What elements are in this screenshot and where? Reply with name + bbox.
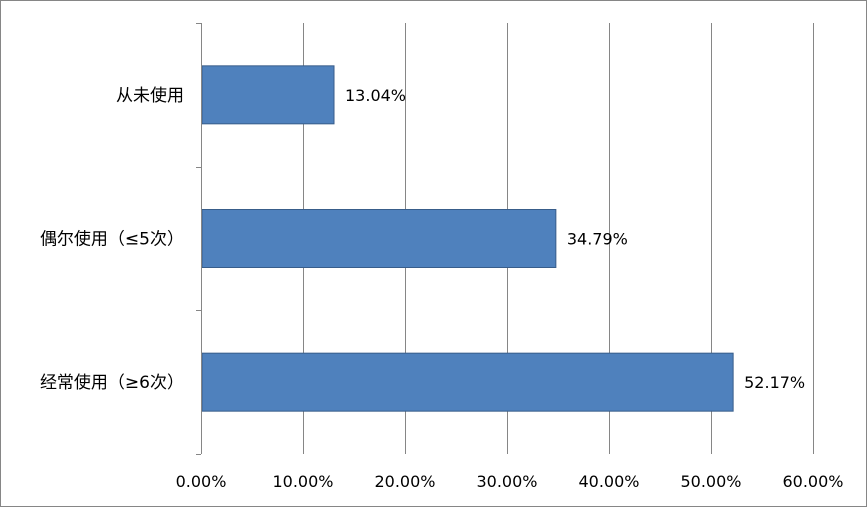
bar-3 — [201, 352, 734, 412]
x-tick-label: 10.00% — [272, 472, 333, 491]
x-tick-label: 20.00% — [374, 472, 435, 491]
category-label: 经常使用（≥6次） — [40, 372, 184, 393]
labels: 0.00% 10.00% 20.00% 30.00% 40.00% 50.00% 60.00… — [40, 85, 844, 491]
x-tick-label: 50.00% — [680, 472, 741, 491]
axes — [196, 23, 202, 455]
x-tick-label: 30.00% — [476, 472, 537, 491]
data-label: 13.04% — [345, 86, 406, 105]
x-tick-label: 40.00% — [578, 472, 639, 491]
x-tick-label: 60.00% — [782, 472, 843, 491]
data-label: 52.17% — [744, 373, 805, 392]
bar-2 — [201, 209, 557, 268]
bars — [201, 65, 734, 412]
data-label: 34.79% — [567, 230, 628, 249]
bar-1 — [201, 65, 335, 125]
category-label: 从未使用 — [116, 85, 184, 106]
x-tick-label: 0.00% — [176, 472, 227, 491]
category-label: 偶尔使用（≤5次） — [40, 229, 184, 250]
